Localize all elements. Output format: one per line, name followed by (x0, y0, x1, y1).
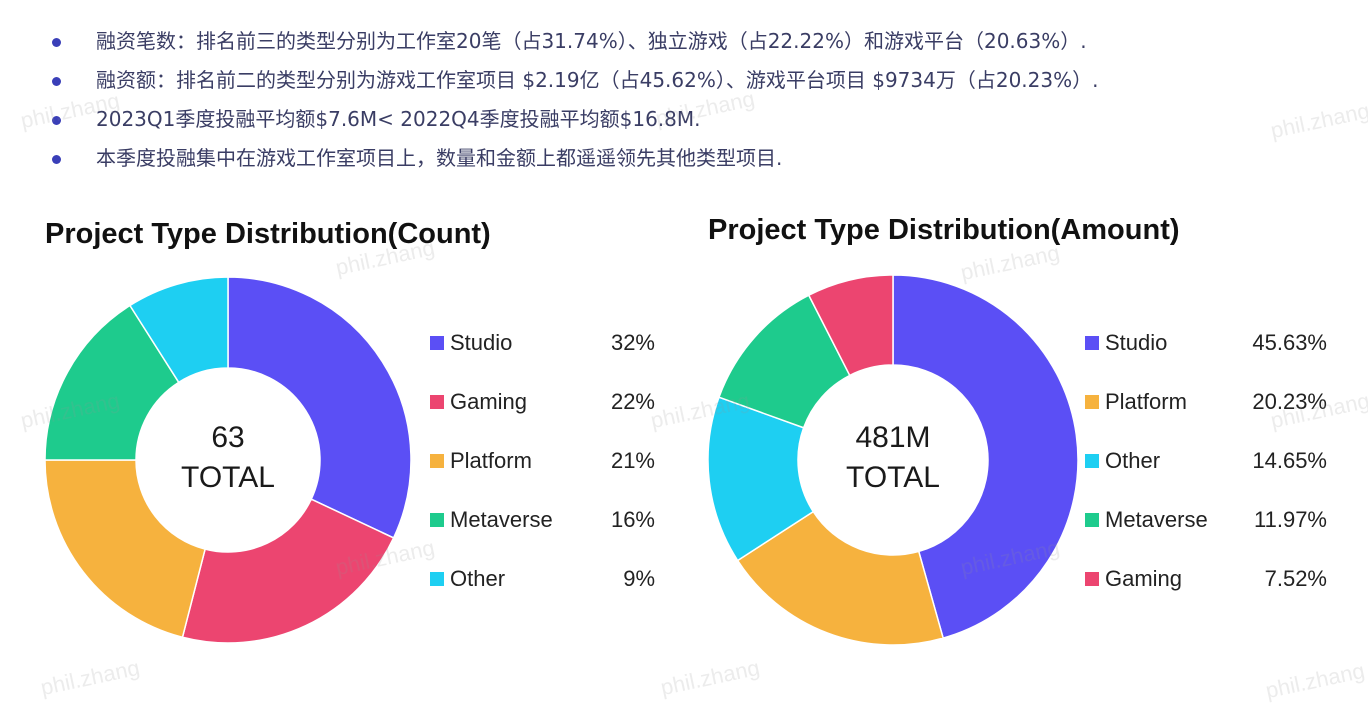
bullet-dot (52, 38, 61, 47)
legend-label: Gaming (450, 389, 528, 414)
data-label: 7.52% (1264, 566, 1327, 591)
legend-item-platform: Platform 21% (430, 446, 660, 476)
bullet-text: 2023Q1季度投融平均额$7.6M< 2022Q4季度投融平均额$16.8M. (96, 107, 701, 131)
legend-label: Other (450, 566, 506, 591)
donut-slice-other (707, 396, 815, 562)
legend-count: Studio 32% Gaming 22% Platform 21% Metaverse 16… (430, 328, 660, 608)
legend-item-gaming: Gaming 22% (430, 387, 660, 417)
legend-swatch (430, 572, 444, 586)
center-label: TOTAL (846, 461, 940, 494)
data-label: 21% (610, 448, 655, 473)
legend-item-metaverse: Metaverse 11.97% (1085, 505, 1330, 535)
legend-swatch (1085, 513, 1099, 527)
legend-swatch (1085, 572, 1099, 586)
summary-bullets: 融资笔数：排名前三的类型分别为工作室20笔（占31.74%）、独立游戏（占22.… (52, 22, 1098, 178)
data-label: 45.63% (1252, 330, 1327, 355)
donut-slice-platform (736, 510, 945, 646)
donut-slice-studio (892, 274, 1079, 639)
watermark: phil.zhang (658, 654, 762, 701)
legend-swatch (430, 513, 444, 527)
donut-slice-platform (44, 459, 207, 639)
donut-slice-other (128, 276, 229, 384)
watermark: phil.zhang (38, 654, 142, 701)
bullet-item: 2023Q1季度投融平均额$7.6M< 2022Q4季度投融平均额$16.8M. (52, 100, 1098, 139)
bullet-text: 融资笔数：排名前三的类型分别为工作室20笔（占31.74%）、独立游戏（占22.… (96, 29, 1087, 53)
bullet-dot (52, 155, 61, 164)
bullet-dot (52, 77, 61, 86)
legend-item-metaverse: Metaverse 16% (430, 505, 660, 535)
legend-swatch (430, 336, 444, 350)
legend-item-studio: Studio 45.63% (1085, 328, 1330, 358)
legend-swatch (430, 395, 444, 409)
legend-swatch (1085, 336, 1099, 350)
center-value: 481M (855, 421, 931, 454)
center-value: 63 (211, 421, 245, 454)
legend-item-studio: Studio 32% (430, 328, 660, 358)
legend-label: Platform (450, 448, 532, 473)
legend-swatch (430, 454, 444, 468)
bullet-item: 本季度投融集中在游戏工作室项目上，数量和金额上都遥遥领先其他类型项目. (52, 139, 1098, 178)
bullet-dot (52, 116, 61, 125)
donut-chart-count (44, 276, 412, 644)
donut-center-count: 63 TOTAL (128, 418, 328, 498)
legend-item-gaming: Gaming 7.52% (1085, 564, 1330, 594)
legend-swatch (1085, 454, 1099, 468)
data-label: 20.23% (1252, 389, 1327, 414)
watermark: phil.zhang (1263, 657, 1367, 704)
legend-item-platform: Platform 20.23% (1085, 387, 1330, 417)
legend-label: Metaverse (1105, 507, 1208, 532)
legend-label: Studio (1105, 330, 1168, 355)
legend-label: Metaverse (450, 507, 553, 532)
data-label: 11.97% (1254, 507, 1327, 532)
donut-slice-gaming (807, 274, 894, 377)
donut-slice-gaming (181, 498, 395, 644)
donut-center-amount: 481M TOTAL (793, 418, 993, 498)
bullet-text: 本季度投融集中在游戏工作室项目上，数量和金额上都遥遥领先其他类型项目. (96, 146, 783, 170)
data-label: 32% (610, 330, 655, 355)
chart-title-amount: Project Type Distribution(Amount) (708, 214, 1180, 246)
bullet-item: 融资额：排名前二的类型分别为游戏工作室项目 $2.19亿（占45.62%）、游戏… (52, 61, 1098, 100)
data-label: 16% (610, 507, 655, 532)
legend-label: Gaming (1105, 566, 1183, 591)
data-label: 22% (610, 389, 655, 414)
donut-slice-metaverse (44, 304, 180, 461)
legend-label: Platform (1105, 389, 1187, 414)
legend-swatch (1085, 395, 1099, 409)
data-label: 9% (623, 566, 655, 591)
legend-item-other: Other 14.65% (1085, 446, 1330, 476)
bullet-text: 融资额：排名前二的类型分别为游戏工作室项目 $2.19亿（占45.62%）、游戏… (96, 68, 1099, 92)
donut-chart-amount (707, 274, 1079, 646)
data-label: 14.65% (1252, 448, 1327, 473)
donut-slice-studio (227, 276, 412, 539)
legend-label: Other (1105, 448, 1161, 473)
legend-item-other: Other 9% (430, 564, 660, 594)
watermark: phil.zhang (1268, 97, 1368, 144)
center-label: TOTAL (181, 461, 275, 494)
chart-title-count: Project Type Distribution(Count) (45, 218, 491, 250)
legend-amount: Studio 45.63% Platform 20.23% Other 14.65% Met… (1085, 328, 1330, 608)
bullet-item: 融资笔数：排名前三的类型分别为工作室20笔（占31.74%）、独立游戏（占22.… (52, 22, 1098, 61)
legend-label: Studio (450, 330, 513, 355)
